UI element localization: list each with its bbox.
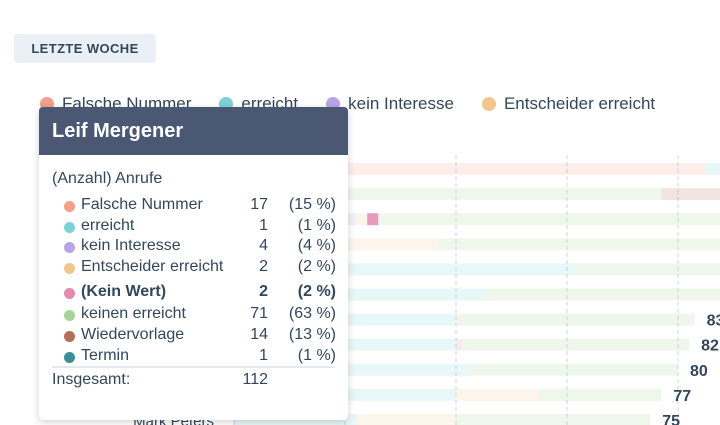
bar-segment [345,238,440,251]
bar-segment [483,288,720,301]
series-dot-icon [64,352,75,363]
bar-segment [461,338,690,351]
tooltip-row-count: 71 [250,305,268,322]
tooltip-row: Falsche Nummer 17 (15 %) [39,196,348,216]
tooltip-row-percent: (15 %) [288,196,336,213]
bar-segment [367,213,379,226]
tooltip-total-value: 112 [242,371,268,388]
period-filter-button[interactable]: LETZTE WOCHE [14,34,156,63]
bar-segment [705,163,720,175]
tooltip-row-count: 2 [259,283,268,300]
bar-total-label: 83 [707,313,720,330]
bar-segment [467,363,678,376]
legend-dot-icon [481,97,496,111]
tooltip-row-label: Falsche Nummer [81,196,203,213]
tooltip-row-percent: (2 %) [297,258,336,275]
bar-segment [572,263,720,276]
tooltip-row: Termin 1 (1 %) [39,347,348,367]
tooltip-row-percent: (1 %) [297,217,336,234]
tooltip-row-label: keinen erreicht [81,305,186,322]
tooltip-row-percent: (1 %) [297,347,336,364]
series-dot-icon [64,242,75,253]
tooltip-subtitle: (Anzahl) Anrufe [52,170,163,187]
series-dot-icon [64,201,75,212]
bar-segment [378,213,720,226]
bar-segment [456,338,462,351]
legend-label: Entscheider erreicht [503,94,656,113]
bar-segment [661,188,720,201]
bar-segment [439,238,720,251]
tooltip-title: Leif Mergener [39,107,348,155]
tooltip-row-label: kein Interesse [81,237,181,254]
tooltip-row: Wiedervorlage 14 (13 %) [39,326,348,346]
tooltip-row-label: Termin [81,347,130,364]
tooltip-row-count: 2 [259,258,268,275]
bar-segment [456,313,695,326]
tooltip-row-label: erreicht [81,217,135,234]
legend-item-entscheider-erreicht[interactable]: Entscheider erreicht [481,94,656,114]
tooltip-row: keinen erreicht 71 (63 %) [39,305,348,325]
bar-segment [456,414,651,425]
series-dot-icon [64,288,75,299]
tooltip-row-count: 14 [250,326,268,343]
tooltip-row-count: 17 [250,196,268,213]
bar-total-label: 77 [673,388,691,405]
tooltip-row: Entscheider erreicht 2 (2 %) [39,258,348,278]
tooltip-row-count: 1 [259,347,268,364]
tooltip-divider [52,366,335,368]
chart-tooltip: Leif Mergener (Anzahl) Anrufe Falsche Nu… [39,107,348,420]
tooltip-row-label: Wiedervorlage [81,326,185,343]
tooltip-row: erreicht 1 (1 %) [39,217,348,237]
tooltip-row-label: (Kein Wert) [81,283,167,300]
tooltip-row-percent: (2 %) [297,283,336,300]
bar-segment [539,388,662,401]
tooltip-row: kein Interesse 4 (4 %) [39,237,348,257]
series-dot-icon [64,310,75,321]
bar-total-label: 75 [662,413,680,425]
bar-segment [356,213,368,226]
series-dot-icon [64,222,75,233]
tooltip-row-count: 4 [259,237,268,254]
tooltip-row-percent: (63 %) [288,305,336,322]
tooltip-row-percent: (4 %) [297,237,336,254]
tooltip-row-label: Entscheider erreicht [81,258,224,275]
tooltip-row-percent: (13 %) [288,326,336,343]
bar-segment [356,414,456,425]
bar-segment [234,163,706,175]
tooltip-row-count: 1 [259,217,268,234]
tooltip-total-label: Insgesamt: [52,371,131,388]
series-dot-icon [64,331,75,342]
series-dot-icon [64,263,75,274]
tooltip-row: (Kein Wert) 2 (2 %) [39,283,348,303]
bar-total-label: 80 [690,363,708,380]
bar-total-label: 82 [701,338,719,355]
legend-label: kein Interesse [348,94,454,113]
bar-segment [456,388,540,401]
